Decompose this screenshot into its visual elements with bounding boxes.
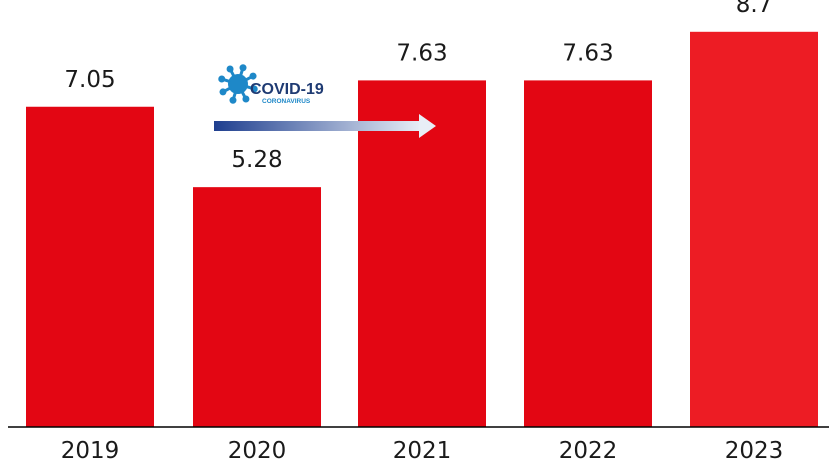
bar-2020: [193, 187, 321, 427]
covid-logo-subtext: CORONAVIRUS: [262, 98, 311, 105]
bar-2019: [26, 106, 154, 427]
x-tick-2021: 2021: [393, 438, 452, 464]
value-label-2022: 7.63: [562, 40, 613, 66]
value-label-2019: 7.05: [64, 67, 115, 93]
bar-2023: [690, 31, 818, 427]
x-tick-2022: 2022: [559, 438, 618, 464]
bar-2021: [358, 80, 486, 427]
bars-group: [26, 31, 818, 427]
covid-annotation: COVID-19 CORONAVIRUS: [214, 56, 436, 138]
value-label-2020: 5.28: [231, 147, 282, 173]
x-tick-2019: 2019: [61, 438, 120, 464]
value-label-2023: 8.7: [736, 0, 773, 18]
bar-2022: [524, 80, 652, 427]
covid-logo-text: COVID-19: [250, 81, 324, 98]
timeline-arrow-shaft: [214, 121, 421, 131]
x-tick-2023: 2023: [725, 438, 784, 464]
x-tick-2020: 2020: [228, 438, 287, 464]
value-labels-group: 7.05 5.28 7.63 7.63 8.7: [64, 0, 772, 173]
timeline-arrow-head: [419, 114, 436, 138]
coronavirus-icon: [218, 64, 258, 104]
value-label-2021: 7.63: [396, 40, 447, 66]
x-tick-labels-group: 2019 2020 2021 2022 2023: [61, 438, 784, 464]
